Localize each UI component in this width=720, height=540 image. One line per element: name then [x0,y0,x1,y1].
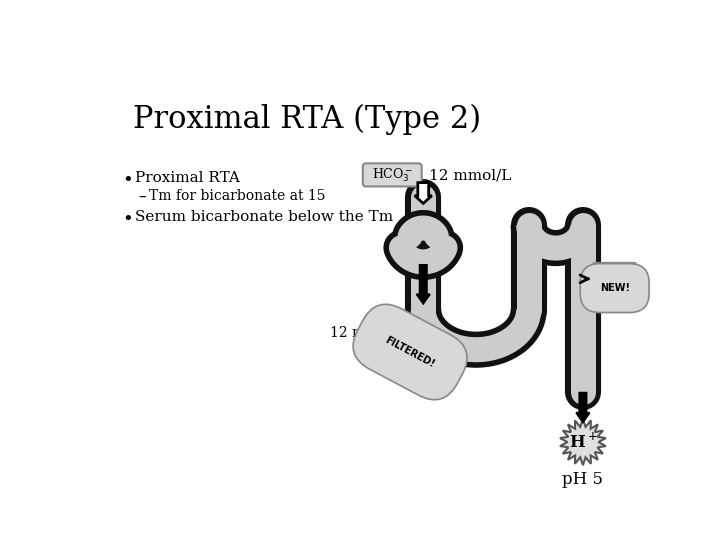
Text: HCO$_3^-$: HCO$_3^-$ [372,167,413,185]
Text: HCO$_3^-$: HCO$_3^-$ [596,265,633,280]
FancyBboxPatch shape [363,164,422,186]
FancyArrow shape [415,183,432,204]
Text: HCO$_3^-$: HCO$_3^-$ [384,326,420,341]
Text: 12 mmol/L: 12 mmol/L [429,168,512,183]
Text: NEW!: NEW! [600,283,630,293]
Text: –: – [138,189,145,204]
FancyBboxPatch shape [381,322,424,343]
Text: Proximal RTA: Proximal RTA [135,171,240,185]
Text: 12 mmol/L: 12 mmol/L [330,326,405,340]
Text: pH 5: pH 5 [562,471,603,488]
Text: FILTERED!: FILTERED! [384,335,436,369]
Text: •: • [122,210,133,227]
FancyArrow shape [417,265,430,303]
Text: Tm for bicarbonate at 15: Tm for bicarbonate at 15 [149,189,325,202]
Text: H$^+$: H$^+$ [569,433,597,452]
Text: •: • [122,171,133,189]
Polygon shape [560,419,606,465]
Text: Serum bicarbonate below the Tm: Serum bicarbonate below the Tm [135,210,393,224]
FancyBboxPatch shape [593,262,636,283]
FancyArrow shape [576,393,590,422]
Text: Proximal RTA (Type 2): Proximal RTA (Type 2) [132,103,481,134]
